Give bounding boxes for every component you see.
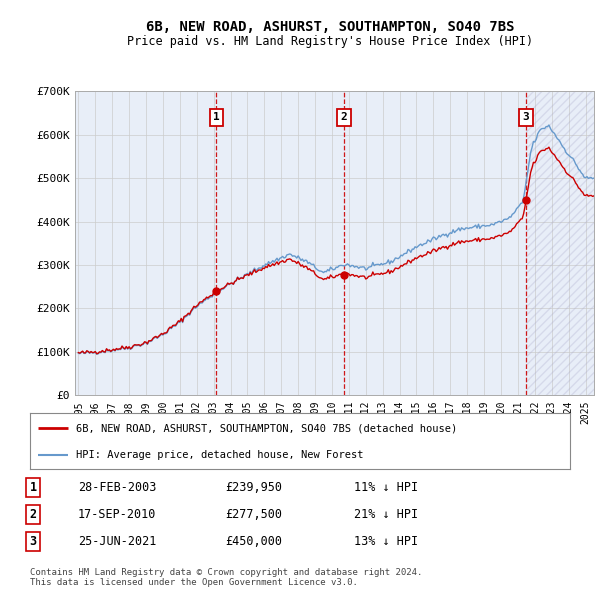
Text: 25-JUN-2021: 25-JUN-2021 — [78, 535, 157, 548]
Text: 2: 2 — [341, 112, 347, 122]
Bar — [526, 91, 600, 395]
Text: 2: 2 — [29, 508, 37, 521]
Text: 28-FEB-2003: 28-FEB-2003 — [78, 481, 157, 494]
Text: 13% ↓ HPI: 13% ↓ HPI — [354, 535, 418, 548]
Text: This data is licensed under the Open Government Licence v3.0.: This data is licensed under the Open Gov… — [30, 578, 358, 588]
Text: 1: 1 — [29, 481, 37, 494]
Text: Price paid vs. HM Land Registry's House Price Index (HPI): Price paid vs. HM Land Registry's House … — [127, 35, 533, 48]
Text: 11% ↓ HPI: 11% ↓ HPI — [354, 481, 418, 494]
Text: £277,500: £277,500 — [225, 508, 282, 521]
Text: 6B, NEW ROAD, ASHURST, SOUTHAMPTON, SO40 7BS (detached house): 6B, NEW ROAD, ASHURST, SOUTHAMPTON, SO40… — [76, 423, 457, 433]
Text: HPI: Average price, detached house, New Forest: HPI: Average price, detached house, New … — [76, 450, 364, 460]
Text: 6B, NEW ROAD, ASHURST, SOUTHAMPTON, SO40 7BS: 6B, NEW ROAD, ASHURST, SOUTHAMPTON, SO40… — [146, 19, 514, 34]
Text: £239,950: £239,950 — [225, 481, 282, 494]
Text: £450,000: £450,000 — [225, 535, 282, 548]
Text: 17-SEP-2010: 17-SEP-2010 — [78, 508, 157, 521]
Text: 1: 1 — [213, 112, 220, 122]
Text: Contains HM Land Registry data © Crown copyright and database right 2024.: Contains HM Land Registry data © Crown c… — [30, 568, 422, 577]
Text: 3: 3 — [523, 112, 529, 122]
Text: 3: 3 — [29, 535, 37, 548]
Text: 21% ↓ HPI: 21% ↓ HPI — [354, 508, 418, 521]
